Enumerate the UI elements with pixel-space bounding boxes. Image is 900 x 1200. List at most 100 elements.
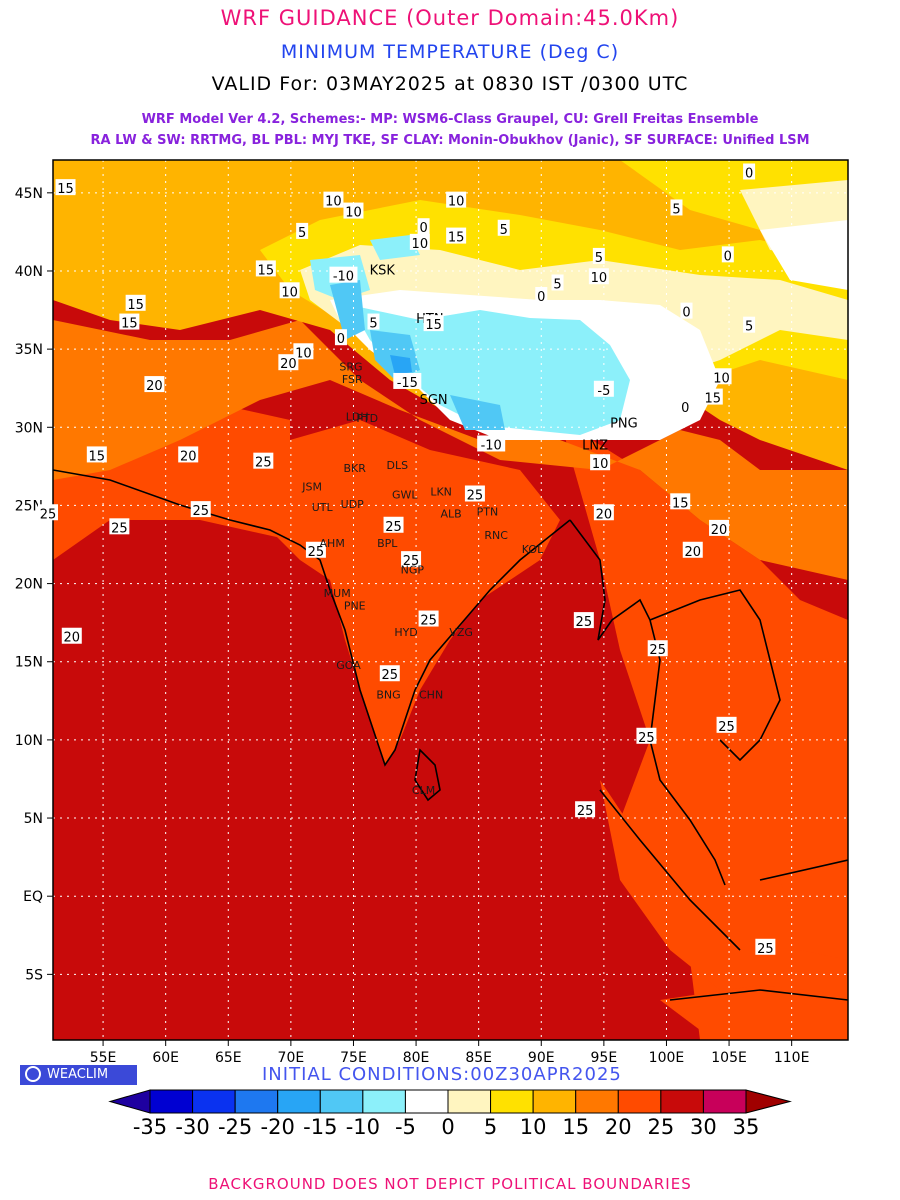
contour-label: 5 <box>592 247 605 266</box>
legend-tick-label: 25 <box>647 1115 674 1139</box>
legend-swatch <box>362 1089 406 1114</box>
station-label: AHM <box>320 537 345 550</box>
contour-label: 20 <box>278 354 299 372</box>
boundary-disclaimer: BACKGROUND DOES NOT DEPICT POLITICAL BOU… <box>208 1175 692 1193</box>
contour-label: 25 <box>253 452 274 471</box>
lat-label: 35N <box>15 342 43 358</box>
contour-label-text: KSK <box>370 263 396 278</box>
contour-label: 15 <box>125 294 146 313</box>
contour-label-text: 25 <box>308 545 325 560</box>
legend-arrow-low <box>108 1089 151 1114</box>
contour-label: 25 <box>755 938 776 957</box>
weaclim-logo-icon <box>25 1065 41 1082</box>
contour-label-box <box>323 191 344 208</box>
legend-swatch <box>149 1089 194 1114</box>
contour-label-box <box>743 163 756 180</box>
contour-label-box <box>305 541 326 558</box>
station-label: CHN <box>419 689 443 702</box>
contour-label-text: 5 <box>298 226 306 241</box>
field-25-india <box>250 420 560 765</box>
contour-label-box <box>575 801 596 818</box>
contour-label: 10 <box>588 268 609 286</box>
legend-tick-label: 5 <box>484 1115 497 1139</box>
field-0-north <box>760 220 848 290</box>
contour-label-box <box>679 397 692 414</box>
contour-label: 15 <box>446 227 467 246</box>
contour-label-text: -10 <box>481 438 502 453</box>
legend-swatch <box>277 1089 321 1114</box>
contour-label-text: 10 <box>412 237 429 252</box>
contour-label: -10 <box>329 266 358 285</box>
contour-label: 5 <box>296 222 309 241</box>
legend-swatch <box>490 1089 534 1114</box>
lon-label: 100E <box>649 1050 685 1066</box>
contour-label-text: -10 <box>333 270 354 285</box>
contour-label-text: 25 <box>192 504 209 519</box>
contour-label: 25 <box>418 610 439 629</box>
contour-label-text: 0 <box>419 221 427 236</box>
legend-tick-label: 35 <box>733 1115 760 1139</box>
contour-label-box <box>296 222 309 239</box>
contour-label-text: 15 <box>127 298 144 313</box>
legend-tick-label: -25 <box>218 1115 252 1139</box>
field-minus10-a <box>330 280 365 340</box>
contour-label-box <box>37 504 58 521</box>
field-25-se <box>560 420 848 1040</box>
lat-label: 25N <box>15 498 43 514</box>
contour-label-box <box>588 268 609 285</box>
field-minus5-tianshan <box>370 235 420 260</box>
lat-label: EQ <box>23 889 43 905</box>
lat-label: 5S <box>25 967 43 983</box>
lon-label: 105E <box>711 1050 747 1066</box>
map-frame <box>52 159 849 1041</box>
contour-label-text: 5 <box>595 251 603 266</box>
legend-swatch <box>404 1089 449 1114</box>
contour-label: 0 <box>679 397 692 416</box>
contour-label: 25 <box>573 612 594 630</box>
model-info-line1: WRF Model Ver 4.2, Schemes:- MP: WSM6-Cl… <box>141 112 759 127</box>
contour-label: 0 <box>743 163 756 182</box>
lon-label: 90E <box>528 1050 555 1066</box>
contour-label: 10 <box>711 368 732 386</box>
contour-label: 25 <box>464 485 485 503</box>
contour-label-box <box>278 354 299 371</box>
contour-label-text: 5 <box>745 320 753 335</box>
valid-time: VALID For: 03MAY2025 at 0830 IST /0300 U… <box>211 73 689 95</box>
contour-label: 10 <box>279 282 300 300</box>
legend-swatch <box>702 1089 747 1114</box>
lon-label: 60E <box>152 1050 179 1066</box>
contour-label-text: -5 <box>597 384 610 399</box>
contour-label-text: 25 <box>718 720 735 735</box>
contour-label-text: 10 <box>345 206 362 221</box>
contour-label-text: 10 <box>592 457 609 472</box>
contour-label-text: 20 <box>711 523 728 538</box>
contour-label: 0 <box>721 246 734 264</box>
contour-label: 25 <box>647 640 668 658</box>
contour-label-text: 10 <box>448 195 465 210</box>
contour-label-box <box>702 388 723 405</box>
contour-label-box <box>379 665 400 682</box>
station-label: CLM <box>412 784 435 797</box>
contour-label-box <box>190 501 211 518</box>
contour-label-text: 20 <box>146 379 163 394</box>
contour-label: 20 <box>144 376 165 394</box>
contour-label: -5 <box>593 380 614 399</box>
station-label: MUM <box>324 587 351 600</box>
contour-label-text: 0 <box>724 249 732 264</box>
contour-label: -15 <box>393 372 422 391</box>
contour-label-box <box>401 551 422 568</box>
contour-label-text: 5 <box>369 317 377 332</box>
contour-label-box <box>279 282 300 299</box>
contour-label: 15 <box>86 446 107 464</box>
lat-label: 30N <box>15 420 43 436</box>
contour-label-box <box>446 191 467 208</box>
contour-label-box <box>593 380 614 397</box>
contour-label-box <box>755 938 776 955</box>
contour-label-box <box>477 435 506 452</box>
contour-label: 5 <box>551 274 564 292</box>
coastlines <box>53 469 848 1001</box>
contour-label-text: 15 <box>425 318 442 333</box>
contour-label: 5 <box>497 219 510 238</box>
contour-label: 5 <box>670 199 683 217</box>
